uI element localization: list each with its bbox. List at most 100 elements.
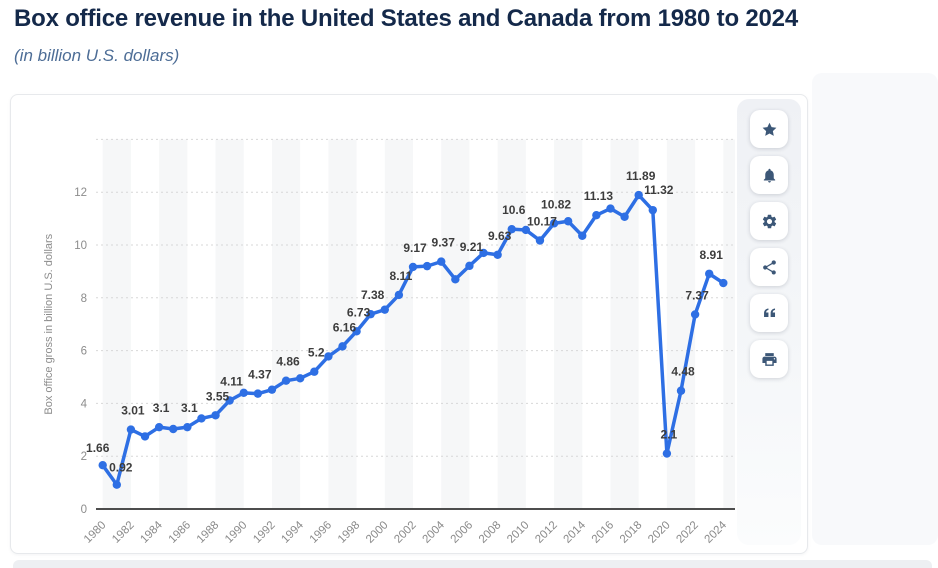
share-icon [762,259,776,275]
svg-text:4: 4 [81,398,88,410]
data-point-1987 [197,414,206,423]
data-point-2023 [705,269,714,278]
svg-text:9.21: 9.21 [460,240,484,254]
data-point-1982 [126,425,136,434]
data-point-2005 [451,275,460,284]
svg-text:0: 0 [81,504,87,516]
svg-text:2016: 2016 [590,519,617,546]
svg-text:0.92: 0.92 [109,461,133,475]
svg-text:6: 6 [81,346,87,358]
next-section-top-edge [13,560,932,568]
svg-text:11.89: 11.89 [626,169,656,183]
data-labels: 1.66 0.92 3.01 3.1 3.1 3.554.11 4.37 4.86 5.2 6.1… [86,169,723,475]
svg-text:1984: 1984 [138,519,165,546]
svg-text:11.13: 11.13 [584,189,614,203]
x-axis-labels: 1980 1982 1984 1986 1988 1990 1992 1994 1996 1998… [82,519,730,546]
svg-text:1986: 1986 [167,519,194,546]
adjacent-panel [812,73,938,545]
data-point-2000 [380,305,389,314]
data-point-1986 [183,422,192,432]
svg-text:1992: 1992 [251,519,278,546]
data-point-2009 [507,224,516,234]
data-point-1991 [253,389,263,398]
svg-text:1990: 1990 [223,519,250,546]
svg-text:10.6: 10.6 [502,203,526,217]
svg-text:1.66: 1.66 [86,441,110,455]
star-icon [762,122,776,136]
y-axis-labels: 0 2 4 6 8 10 12 [74,187,87,516]
data-point-1994 [295,374,305,383]
svg-text:1994: 1994 [279,519,306,546]
data-point-2019 [648,205,657,215]
svg-text:2004: 2004 [420,519,447,546]
svg-text:9.37: 9.37 [432,236,456,250]
svg-text:2014: 2014 [562,519,589,546]
data-points[interactable] [98,190,728,489]
data-point-1983 [140,432,150,441]
svg-text:10: 10 [74,240,87,252]
data-point-1985 [169,424,178,434]
data-point-1988 [211,411,220,420]
svg-text:4.37: 4.37 [248,368,272,382]
svg-text:2024: 2024 [703,519,730,546]
data-point-1989 [225,396,234,405]
data-point-2001 [394,290,404,300]
data-point-2024 [719,278,728,288]
svg-text:3.1: 3.1 [181,401,198,415]
data-point-1993 [281,376,291,385]
data-point-1990 [239,388,248,398]
svg-text:3.55: 3.55 [206,389,230,403]
svg-text:2010: 2010 [505,519,532,546]
svg-text:2.1: 2.1 [661,428,678,442]
print-icon [761,352,777,366]
svg-text:6.16: 6.16 [333,320,357,334]
svg-text:12: 12 [74,187,87,199]
svg-text:2002: 2002 [392,519,419,546]
data-point-2004 [437,257,446,266]
data-point-2014 [578,231,587,240]
quote-icon [763,307,775,317]
cite-button[interactable] [750,294,788,332]
data-point-2003 [422,261,432,271]
svg-text:8: 8 [81,293,87,305]
y-axis-title: Box office gross in billion U.S. dollars [43,233,55,414]
data-point-2012 [549,219,559,228]
svg-text:1980: 1980 [82,519,109,546]
svg-text:1988: 1988 [195,519,222,546]
data-point-2016 [606,204,615,213]
bell-icon [763,168,775,183]
svg-text:10.17: 10.17 [527,215,557,229]
svg-text:2012: 2012 [533,519,560,546]
svg-text:1982: 1982 [110,519,137,546]
svg-text:2008: 2008 [477,519,504,546]
share-button[interactable] [750,248,788,286]
print-button[interactable] [750,340,788,378]
svg-text:10.82: 10.82 [541,197,571,211]
data-point-1996 [324,352,333,361]
svg-text:9.17: 9.17 [403,241,427,255]
svg-text:3.1: 3.1 [153,401,170,415]
data-point-2010 [521,225,531,235]
data-point-1997 [338,342,347,351]
data-point-2006 [465,261,474,271]
data-point-2013 [563,217,573,226]
data-point-2002 [408,262,418,272]
svg-text:3.01: 3.01 [121,404,145,418]
favorite-button[interactable] [750,110,788,148]
data-point-1998 [352,327,361,336]
svg-text:6.73: 6.73 [347,305,371,319]
svg-text:4.11: 4.11 [220,374,243,388]
chart-card: 0 2 4 6 8 10 12 Box office gross in billion U.S… [10,94,808,554]
notification-button[interactable] [750,156,788,194]
gridlines [96,138,735,457]
data-point-1980 [98,460,107,470]
chart-canvas[interactable]: 0 2 4 6 8 10 12 Box office gross in billion U.S… [11,95,809,555]
svg-text:5.2: 5.2 [308,346,325,360]
settings-button[interactable] [750,202,788,240]
data-point-2022 [690,310,700,319]
svg-text:4.86: 4.86 [276,355,300,369]
svg-text:2022: 2022 [674,519,701,546]
svg-text:11.32: 11.32 [644,183,674,197]
data-point-2008 [493,250,502,259]
